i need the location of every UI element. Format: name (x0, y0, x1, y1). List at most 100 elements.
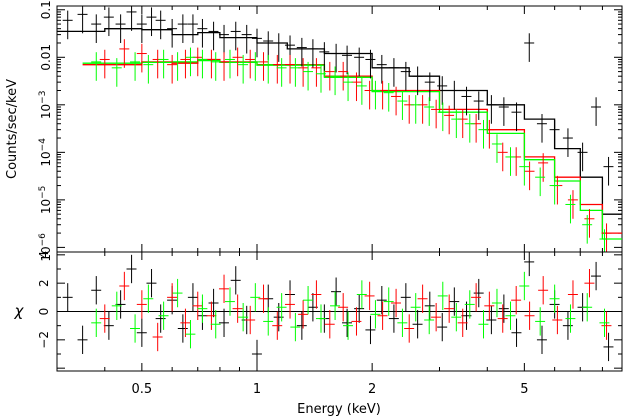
data-point (303, 61, 313, 91)
data-point (62, 10, 73, 40)
data-point (263, 54, 274, 84)
y-tick-label: 2 (37, 279, 51, 287)
data-point (119, 39, 130, 68)
data-point (486, 305, 497, 335)
data-point (404, 314, 415, 343)
data-point (424, 291, 435, 320)
data-point (356, 280, 367, 309)
data-point (251, 339, 262, 369)
x-tick-labels: 0.5 1 2 5 (132, 382, 529, 397)
data-point (431, 99, 442, 129)
data-point (351, 72, 362, 102)
data-point (599, 308, 610, 337)
data-point (245, 49, 256, 79)
data-point (377, 301, 388, 330)
data-point (77, 325, 88, 354)
data-point (473, 91, 484, 120)
data-point (126, 6, 137, 31)
data-point (412, 66, 423, 96)
data-point (397, 91, 408, 120)
data-point (552, 305, 563, 335)
data-point (549, 119, 560, 149)
data-point (177, 14, 188, 43)
data-point (146, 7, 157, 37)
data-point (342, 45, 353, 75)
data-point (451, 109, 462, 139)
data-point (519, 271, 530, 301)
data-point (263, 307, 274, 336)
data-point (410, 95, 421, 124)
data-point (319, 42, 330, 71)
data-point (464, 290, 475, 319)
data-point (224, 49, 235, 79)
data-point (197, 18, 208, 48)
data-point (307, 39, 318, 68)
y-tick-label: 10−5 (38, 186, 53, 215)
data-point (91, 14, 102, 43)
data-point (218, 274, 229, 303)
data-point (311, 280, 322, 309)
data-point (497, 304, 508, 333)
data-point (273, 33, 284, 62)
data-point (245, 305, 256, 335)
data-point (511, 286, 522, 315)
data-point (497, 142, 508, 172)
data-point (180, 49, 191, 79)
data-point (562, 311, 573, 340)
data-point (400, 61, 411, 91)
data-point (338, 293, 349, 322)
data-point (524, 161, 535, 191)
data-point (272, 311, 283, 340)
data-point (388, 304, 399, 333)
data-point (473, 278, 484, 308)
data-point (143, 284, 154, 313)
data-point (391, 288, 401, 318)
data-point (284, 290, 295, 319)
data-point (365, 49, 376, 79)
data-point (449, 287, 460, 316)
data-point (187, 283, 198, 312)
x-tick-label: 1 (253, 382, 261, 397)
data-point (232, 47, 243, 77)
data-point (397, 308, 408, 337)
data-point (410, 293, 421, 322)
data-point (511, 102, 522, 132)
data-point (158, 49, 169, 79)
data-point (584, 269, 595, 298)
data-point (192, 291, 203, 320)
data-point (315, 64, 326, 93)
data-point (538, 276, 549, 305)
data-point (167, 18, 178, 48)
data-point (424, 305, 435, 335)
data-point (241, 24, 252, 54)
data-point (536, 325, 547, 354)
data-point (383, 82, 394, 112)
data-point (584, 209, 595, 238)
data-point (478, 310, 489, 339)
data-point (296, 37, 307, 67)
data-point (99, 49, 110, 79)
data-point (218, 308, 229, 337)
data-point (444, 105, 455, 135)
data-point (331, 43, 342, 73)
data-point (77, 6, 88, 34)
data-point (351, 307, 362, 336)
data-point (172, 52, 183, 81)
data-point (167, 283, 178, 312)
data-point (519, 156, 530, 186)
data-point (505, 301, 516, 330)
data-point (111, 291, 122, 320)
data-point (417, 284, 428, 313)
data-point (338, 61, 349, 91)
data-point (457, 308, 468, 337)
data-point (535, 167, 546, 197)
y-tick-label: 0.1 (39, 0, 53, 19)
data-point (330, 291, 340, 320)
data-point (136, 290, 147, 319)
data-point (444, 294, 455, 323)
data-point (62, 283, 73, 312)
data-point (599, 229, 610, 252)
x-tick-label: 2 (368, 382, 376, 397)
data-point (136, 318, 147, 347)
